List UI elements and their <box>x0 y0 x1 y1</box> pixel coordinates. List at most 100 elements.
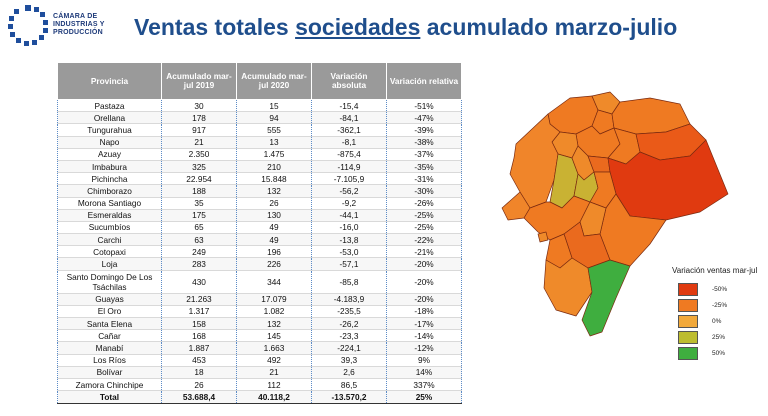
value-cell: -12% <box>386 341 462 355</box>
value-cell: -25% <box>386 221 462 235</box>
table-row: El Oro 1.317 1.082 -235,5 -18% <box>57 305 462 319</box>
province-cell: Bolívar <box>57 366 162 379</box>
value-cell: 1.082 <box>236 305 312 319</box>
value-cell: 13 <box>236 136 312 149</box>
value-cell: -4.183,9 <box>311 293 387 306</box>
province-cell: El Oro <box>57 305 162 319</box>
legend-swatch <box>678 298 698 312</box>
title-part: Ventas totales <box>134 14 296 40</box>
value-cell: 94 <box>236 111 312 125</box>
table-row: Azuay 2.350 1.475 -875,4 -37% <box>57 148 462 161</box>
province-cell: Sucumbíos <box>57 221 162 235</box>
value-cell: -38% <box>386 136 462 149</box>
legend-title: Variación ventas mar-jul <box>672 266 758 275</box>
province-cell: Imbabura <box>57 160 162 174</box>
value-cell: -224,1 <box>311 341 387 355</box>
value-cell: 15.848 <box>236 172 312 186</box>
value-cell: -26% <box>386 197 462 210</box>
value-cell: 65 <box>161 221 237 235</box>
province-cell: Esmeraldas <box>57 209 162 222</box>
value-cell: 178 <box>161 111 237 125</box>
value-cell: 21.263 <box>161 293 237 306</box>
table-header-row: Provincia Acumulado mar-jul 2019 Acumula… <box>57 62 462 100</box>
legend-item: 25% <box>678 329 768 345</box>
value-cell: -37% <box>386 148 462 161</box>
province-cell: Santa Elena <box>57 317 162 331</box>
table-row: Cotopaxi 249 196 -53,0 -21% <box>57 245 462 259</box>
value-cell: 49 <box>236 221 312 235</box>
legend-item: -50% <box>678 281 768 297</box>
column-header: Provincia <box>57 62 162 100</box>
value-cell: -53,0 <box>311 245 387 259</box>
legend-swatch <box>678 314 698 328</box>
value-cell: -25% <box>386 209 462 222</box>
legend-label: 25% <box>712 333 726 341</box>
table-row: Morona Santiago 35 26 -9,2 -26% <box>57 197 462 210</box>
table-row: Cañar 168 145 -23,3 -14% <box>57 329 462 343</box>
value-cell: 35 <box>161 197 237 210</box>
table-row: Chimborazo 188 132 -56,2 -30% <box>57 184 462 198</box>
province-cell: Azuay <box>57 148 162 161</box>
value-cell: 210 <box>236 160 312 174</box>
value-cell: 9% <box>386 354 462 367</box>
logo-line: CÁMARA DE <box>53 13 98 20</box>
value-cell: -114,9 <box>311 160 387 174</box>
logo: CÁMARA DE INDUSTRIAS Y PRODUCCIÓN <box>6 4 106 48</box>
value-cell: 26 <box>236 197 312 210</box>
table-row: Esmeraldas 175 130 -44,1 -25% <box>57 209 462 222</box>
province-cell: Carchi <box>57 233 162 247</box>
value-cell: 39,3 <box>311 354 387 367</box>
legend-item: -25% <box>678 297 768 313</box>
table-row: Tungurahua 917 555 -362,1 -39% <box>57 123 462 137</box>
value-cell: 917 <box>161 123 237 137</box>
value-cell: -8,1 <box>311 136 387 149</box>
value-cell: 196 <box>236 245 312 259</box>
legend-swatch <box>678 346 698 360</box>
province-cell: Morona Santiago <box>57 197 162 210</box>
value-cell: 226 <box>236 257 312 271</box>
value-cell: -35% <box>386 160 462 174</box>
value-cell: 26 <box>161 378 237 392</box>
table-row: Santa Elena 158 132 -26,2 -17% <box>57 317 462 331</box>
value-cell: 1.887 <box>161 341 237 355</box>
page-title: Ventas totales sociedades acumulado marz… <box>134 14 677 41</box>
value-cell: -18% <box>386 305 462 319</box>
province-cell: Tungurahua <box>57 123 162 137</box>
value-cell: 249 <box>161 245 237 259</box>
value-cell: 132 <box>236 184 312 198</box>
value-cell: 112 <box>236 378 312 392</box>
title-part: acumulado marzo-julio <box>420 14 678 40</box>
province-cell: Cotopaxi <box>57 245 162 259</box>
province-cell: Pastaza <box>57 99 162 113</box>
value-cell: -30% <box>386 184 462 198</box>
column-header: Acumulado mar-jul 2019 <box>161 62 237 100</box>
value-cell: 325 <box>161 160 237 174</box>
value-cell: -20% <box>386 293 462 306</box>
map-legend: Variación ventas mar-jul -50% -25% 0% 25… <box>672 266 768 361</box>
column-header: Variación relativa <box>386 62 462 100</box>
value-cell: -84,1 <box>311 111 387 125</box>
value-cell: 130 <box>236 209 312 222</box>
total-row: Total 53.688,4 40.118,2 -13.570,2 25% <box>57 390 462 405</box>
value-cell: 168 <box>161 329 237 343</box>
legend-label: -25% <box>712 301 728 309</box>
value-cell: 453 <box>161 354 237 367</box>
logo-line: PRODUCCIÓN <box>53 29 103 36</box>
value-cell: 21 <box>236 366 312 379</box>
value-cell: -26,2 <box>311 317 387 331</box>
value-cell: 555 <box>236 123 312 137</box>
value-cell: -16,0 <box>311 221 387 235</box>
table-row: Sucumbíos 65 49 -16,0 -25% <box>57 221 462 235</box>
value-cell: 283 <box>161 257 237 271</box>
value-cell: -17% <box>386 317 462 331</box>
value-cell: 63 <box>161 233 237 247</box>
value-cell: -47% <box>386 111 462 125</box>
table-row: Loja 283 226 -57,1 -20% <box>57 257 462 271</box>
value-cell: 145 <box>236 329 312 343</box>
value-cell: -235,5 <box>311 305 387 319</box>
table-row: Pastaza 30 15 -15,4 -51% <box>57 99 462 113</box>
table-row: Carchi 63 49 -13,8 -22% <box>57 233 462 247</box>
value-cell: -44,1 <box>311 209 387 222</box>
value-cell: -57,1 <box>311 257 387 271</box>
value-cell: -85,8 <box>311 270 387 294</box>
